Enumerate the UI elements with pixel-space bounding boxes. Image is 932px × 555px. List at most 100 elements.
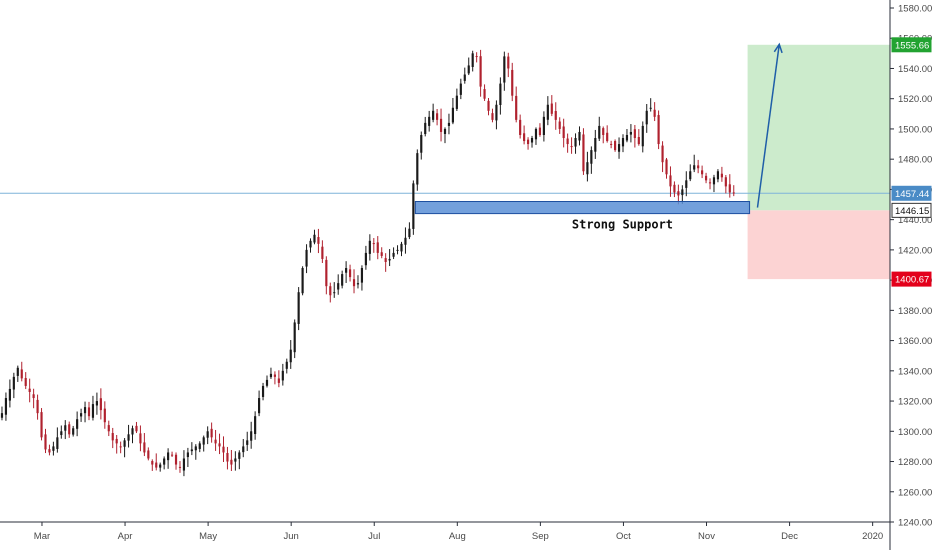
time-tick-label: May: [199, 531, 217, 542]
time-tick-label: Sep: [532, 531, 549, 542]
candle-body: [24, 378, 27, 386]
candle-body: [689, 171, 692, 180]
candle-body: [424, 122, 427, 135]
time-tick-label: Aug: [449, 531, 466, 542]
entry-price-badge: 1446.15: [895, 206, 929, 217]
candle-body: [463, 74, 466, 81]
candle-body: [305, 249, 308, 267]
candle-body: [111, 433, 114, 441]
time-tick-label: Apr: [118, 531, 133, 542]
candle-body: [218, 443, 221, 447]
price-tick-label: 1420.00: [898, 245, 932, 256]
candle-body: [341, 274, 344, 286]
candle-body: [396, 249, 399, 251]
candle-body: [210, 428, 213, 438]
candle-body: [60, 431, 63, 436]
candle-body: [467, 65, 470, 74]
candle-body: [416, 153, 419, 185]
candle-body: [455, 95, 458, 109]
candle-body: [412, 183, 415, 229]
time-axis[interactable]: Mar Apr May Jun Jul Aug Sep Oct Nov Dec 2020: [0, 521, 890, 542]
candle-body: [238, 452, 241, 459]
candle-body: [677, 191, 680, 196]
candle-body: [515, 95, 518, 120]
candle-body: [657, 115, 660, 145]
candle-body: [234, 458, 237, 462]
candle-body: [443, 128, 447, 134]
candle-body: [625, 134, 629, 141]
candle-body: [428, 116, 431, 126]
price-badges: 1555.66 1457.44 1446.15 1400.67: [891, 37, 932, 287]
candle-body: [641, 125, 644, 147]
candle-body: [68, 424, 71, 435]
entry-price-badge-bg: [891, 202, 932, 218]
candle-body: [56, 437, 59, 449]
candle-body: [261, 385, 265, 397]
candle-body: [732, 192, 735, 194]
candle-body: [681, 189, 684, 196]
candle-body: [637, 137, 640, 145]
target-price-badge: 1555.66: [895, 40, 929, 51]
arrow-shaft: [756, 44, 781, 208]
candle-body: [617, 144, 621, 152]
candle-body: [459, 83, 462, 95]
candle-body: [325, 259, 328, 287]
support-rect: [414, 201, 751, 215]
candle-body: [321, 246, 324, 259]
candle-body: [28, 388, 31, 392]
candle-body: [226, 452, 229, 462]
candle-body: [542, 116, 545, 136]
candle-body: [40, 412, 43, 438]
candle-body: [574, 138, 577, 147]
candle-body: [127, 434, 130, 441]
candle-body: [202, 437, 205, 445]
candle-body: [186, 452, 189, 458]
time-tick-label: Mar: [34, 531, 50, 542]
candle-body: [392, 252, 395, 257]
candle-body: [12, 376, 15, 390]
candle-body: [633, 129, 636, 139]
price-tick-label: 1280.00: [898, 457, 932, 468]
time-tick-label: Jun: [284, 531, 299, 542]
candle-body: [610, 143, 613, 145]
candle-body: [48, 449, 51, 453]
support-zone[interactable]: Strong Support: [414, 201, 751, 232]
candle-body: [174, 454, 178, 465]
candle-body: [269, 373, 273, 378]
candle-body: [258, 398, 261, 414]
candle-body: [645, 110, 648, 125]
candle-body: [364, 252, 367, 266]
candle-body: [214, 439, 217, 444]
candles[interactable]: [0, 49, 735, 477]
candle-body: [206, 431, 209, 438]
candle-body: [87, 407, 91, 417]
candle-body: [135, 425, 138, 432]
stop-price-badge-bg: [891, 271, 932, 287]
candle-body: [697, 165, 700, 169]
candle-body: [265, 379, 269, 386]
candle-body: [285, 361, 288, 369]
candle-body: [590, 150, 593, 164]
candle-body: [250, 431, 253, 441]
candle-body: [317, 237, 320, 244]
candle-body: [526, 139, 530, 145]
candle-body: [16, 367, 19, 376]
candle-body: [194, 446, 197, 451]
candle-body: [523, 133, 526, 142]
price-tick-label: 1260.00: [898, 487, 932, 498]
candle-body: [170, 454, 174, 456]
candle-body: [329, 286, 332, 296]
price-tick-label: 1300.00: [898, 427, 932, 438]
candle-body: [4, 398, 8, 415]
candle-body: [372, 243, 375, 245]
price-tick-label: 1440.00: [898, 215, 932, 226]
target-zone: [747, 44, 890, 211]
candle-body: [439, 118, 443, 132]
candle-body: [384, 258, 387, 262]
candle-body: [606, 132, 609, 142]
candle-body: [115, 438, 118, 444]
candle-body: [36, 399, 39, 414]
target-arrow[interactable]: [756, 42, 783, 208]
